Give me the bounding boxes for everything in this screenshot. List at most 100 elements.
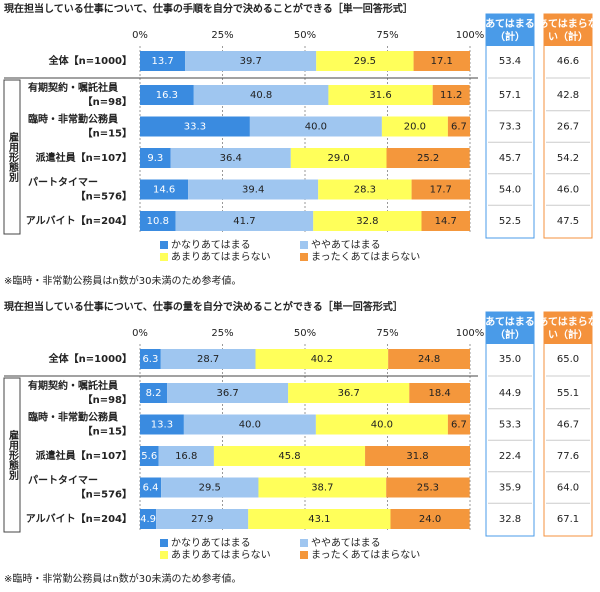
x-tick-label: 100% xyxy=(456,328,485,339)
bar-segment xyxy=(328,85,433,105)
group-box xyxy=(3,377,21,533)
value-label: 41.7 xyxy=(233,216,255,227)
value-label: 6.7 xyxy=(451,122,467,133)
bar-segment xyxy=(140,179,189,200)
value-label: 13.7 xyxy=(151,56,173,67)
bar-segment xyxy=(161,477,259,498)
value-label: 33.3 xyxy=(184,122,206,133)
value-label: 39.7 xyxy=(240,56,262,67)
summary-value: 22.4 xyxy=(499,451,521,462)
legend-swatch xyxy=(160,241,168,249)
summary-value: 77.6 xyxy=(557,451,579,462)
value-label: 36.7 xyxy=(216,388,238,399)
summary-value: 54.0 xyxy=(499,185,521,196)
summary-header xyxy=(544,312,592,344)
value-label: 18.4 xyxy=(429,388,451,399)
value-label: 20.0 xyxy=(404,122,426,133)
summary-value: 57.1 xyxy=(499,90,521,101)
summary-value: 35.0 xyxy=(499,354,521,365)
bar-segment xyxy=(156,509,249,529)
summary-value: 64.0 xyxy=(557,483,579,494)
value-label: 36.4 xyxy=(220,153,242,164)
value-label: 29.5 xyxy=(354,56,376,67)
summary-header-label: あてはまらな xyxy=(538,315,598,328)
legend-label: まったくあてはまらない xyxy=(311,251,420,263)
summary-value: 65.0 xyxy=(557,354,579,365)
summary-header xyxy=(544,14,592,46)
value-label: 24.0 xyxy=(419,514,441,525)
value-label: 25.2 xyxy=(417,153,439,164)
group-label: 雇用形態別 xyxy=(7,429,20,481)
x-tick-label: 25% xyxy=(211,328,233,339)
bar-segment xyxy=(411,179,470,200)
bar-segment xyxy=(248,509,391,529)
summary-header xyxy=(486,14,534,46)
category-label: 有期契約・嘱託社員 xyxy=(28,81,118,94)
value-label: 28.7 xyxy=(197,354,219,365)
value-label: 25.3 xyxy=(417,483,439,494)
summary-value: 44.9 xyxy=(499,388,521,399)
bar-segment xyxy=(175,211,314,231)
bar-segment xyxy=(140,51,186,71)
legend-label: かなりあてはまる xyxy=(171,537,251,549)
bar-segment xyxy=(413,51,470,71)
value-label: 14.6 xyxy=(153,185,175,196)
bar-segment xyxy=(316,51,414,71)
bar-segment xyxy=(421,211,470,231)
summary-value: 26.7 xyxy=(557,122,579,133)
value-label: 31.8 xyxy=(406,451,428,462)
summary-value: 46.0 xyxy=(557,185,579,196)
category-label: 【n=15】 xyxy=(83,127,132,140)
bar-segment xyxy=(255,349,389,369)
x-tick-label: 50% xyxy=(294,328,316,339)
x-tick-label: 0% xyxy=(132,328,148,339)
bar-segment xyxy=(432,85,470,105)
summary-value: 42.8 xyxy=(557,90,579,101)
bar-segment xyxy=(390,509,470,529)
bar-segment xyxy=(140,477,162,498)
value-label: 29.0 xyxy=(328,153,350,164)
group-box xyxy=(3,79,21,235)
bar-segment xyxy=(140,349,161,369)
value-label: 17.1 xyxy=(431,56,453,67)
summary-header-label: あてはまる xyxy=(485,17,535,30)
value-label: 43.1 xyxy=(308,514,330,525)
value-label: 28.3 xyxy=(354,185,376,196)
x-tick-label: 50% xyxy=(294,30,316,41)
value-label: 40.2 xyxy=(311,354,333,365)
bar-segment xyxy=(140,148,171,168)
value-label: 27.9 xyxy=(191,514,213,525)
summary-value: 46.6 xyxy=(557,56,579,67)
value-label: 45.8 xyxy=(278,451,300,462)
x-tick-label: 100% xyxy=(456,30,485,41)
summary-value: 67.1 xyxy=(557,514,579,525)
bar-segment xyxy=(249,116,382,137)
bar-segment xyxy=(160,349,256,369)
category-label: 【n=15】 xyxy=(83,425,132,438)
group-label: 雇用形態別 xyxy=(7,131,20,183)
summary-header xyxy=(486,312,534,344)
legend-label: ややあてはまる xyxy=(311,239,381,251)
bar-segment xyxy=(170,148,291,168)
legend-label: あまりあてはまらない xyxy=(171,251,271,263)
summary-value: 73.3 xyxy=(499,122,521,133)
value-label: 14.7 xyxy=(435,216,457,227)
summary-header-label: あてはまらな xyxy=(538,17,598,30)
legend-swatch xyxy=(300,539,308,547)
chart-title: 現在担当している仕事について、仕事の手順を自分で決めることができる［単一回答形式… xyxy=(4,2,413,15)
value-label: 6.7 xyxy=(451,420,467,431)
summary-value: 46.7 xyxy=(557,420,579,431)
value-label: 4.9 xyxy=(140,514,156,525)
category-label: パートタイマー xyxy=(28,475,98,487)
value-label: 40.0 xyxy=(371,420,393,431)
bar-segment xyxy=(381,116,448,137)
bar-segment xyxy=(140,446,159,466)
value-label: 10.8 xyxy=(147,216,169,227)
bar-segment xyxy=(167,383,289,403)
summary-value: 55.1 xyxy=(557,388,579,399)
category-label: 派遣社員【n=107】 xyxy=(36,449,132,462)
chart-title: 現在担当している仕事について、仕事の量を自分で決めることができる［単一回答形式］ xyxy=(4,300,403,313)
value-label: 13.3 xyxy=(151,420,173,431)
category-label: パートタイマー xyxy=(28,177,98,189)
